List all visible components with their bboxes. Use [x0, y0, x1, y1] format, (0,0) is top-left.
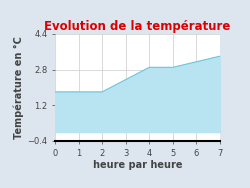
- Title: Evolution de la température: Evolution de la température: [44, 20, 231, 33]
- X-axis label: heure par heure: heure par heure: [93, 160, 182, 170]
- Y-axis label: Température en °C: Température en °C: [14, 36, 24, 139]
